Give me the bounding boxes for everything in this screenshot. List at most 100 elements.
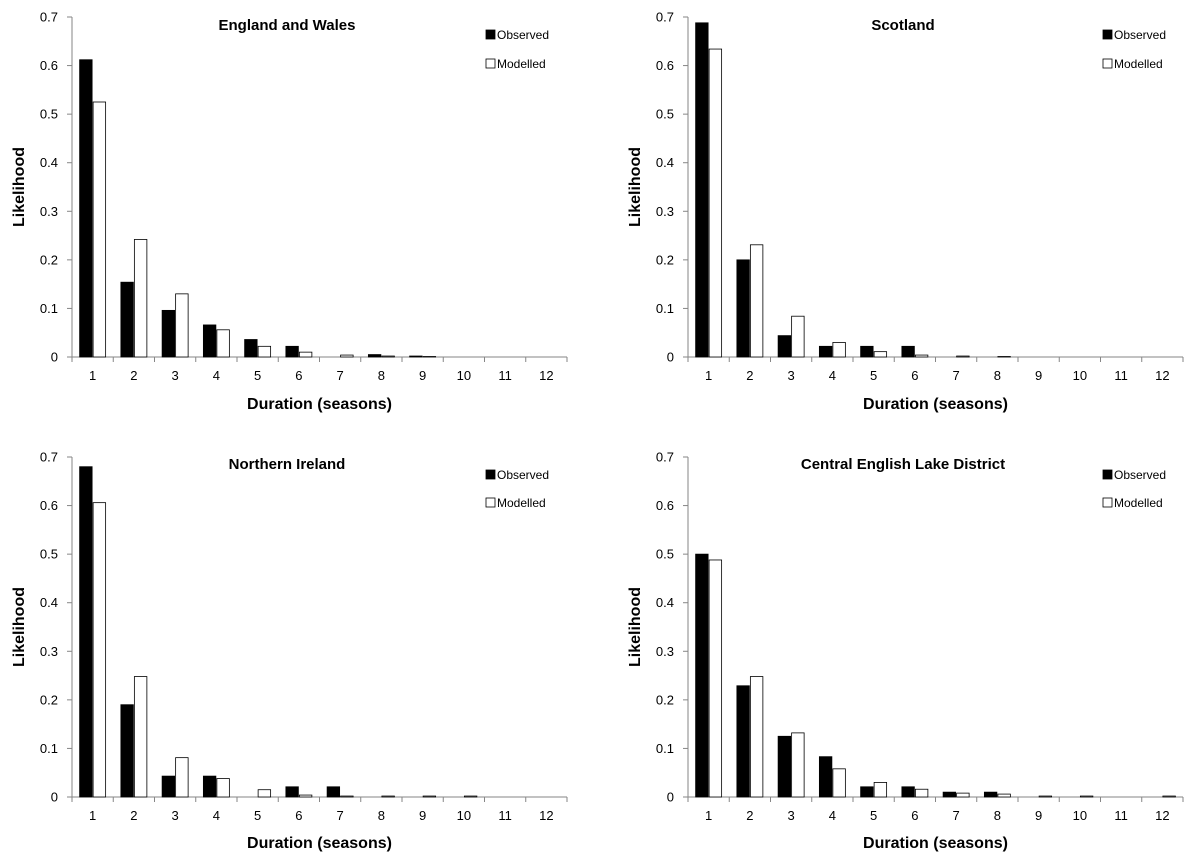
x-tick-label: 11 (498, 368, 512, 383)
x-axis-title: Duration (seasons) (247, 835, 392, 852)
y-tick-label: 0.2 (656, 692, 674, 707)
y-tick-label: 0.2 (40, 252, 58, 267)
y-tick-label: 0 (51, 350, 58, 365)
x-tick-label: 7 (953, 368, 960, 383)
x-tick-label: 4 (829, 368, 836, 383)
y-tick-label: 0.5 (40, 547, 58, 562)
y-tick-label: 0.7 (40, 450, 58, 465)
y-tick-label: 0.3 (656, 204, 674, 219)
observed-bar (80, 467, 93, 797)
y-tick-label: 0.5 (40, 107, 58, 122)
observed-bar (696, 554, 709, 797)
observed-bar (778, 336, 791, 357)
modelled-bar (382, 356, 395, 357)
y-tick-label: 0.6 (656, 58, 674, 73)
modelled-bar (874, 352, 887, 357)
x-tick-label: 12 (1155, 808, 1169, 823)
x-tick-label: 10 (457, 808, 471, 823)
y-tick-label: 0.1 (40, 741, 58, 756)
x-tick-label: 7 (337, 368, 344, 383)
x-tick-label: 1 (705, 368, 712, 383)
x-tick-label: 4 (213, 368, 220, 383)
chart-title: Central English Lake District (801, 456, 1005, 473)
x-tick-label: 5 (254, 808, 261, 823)
x-tick-label: 7 (337, 808, 344, 823)
y-tick-label: 0.3 (656, 644, 674, 659)
x-tick-label: 2 (746, 808, 753, 823)
y-tick-label: 0.7 (656, 10, 674, 25)
y-axis-title: Likelihood (11, 147, 28, 227)
modelled-bar (258, 790, 271, 797)
y-tick-label: 0.2 (656, 252, 674, 267)
y-axis-title: Likelihood (627, 587, 644, 667)
y-tick-label: 0.6 (40, 58, 58, 73)
y-tick-label: 0.5 (656, 107, 674, 122)
modelled-bar (998, 794, 1011, 797)
x-tick-label: 6 (295, 368, 302, 383)
modelled-bar (709, 49, 722, 357)
modelled-bar (833, 769, 846, 797)
legend-observed-swatch (1103, 470, 1112, 479)
observed-bar (778, 736, 791, 797)
modelled-bar (423, 796, 436, 797)
x-tick-label: 2 (746, 368, 753, 383)
observed-bar (902, 787, 915, 797)
x-tick-label: 7 (953, 808, 960, 823)
y-tick-label: 0 (667, 350, 674, 365)
modelled-bar (957, 356, 970, 357)
x-tick-label: 12 (1155, 368, 1169, 383)
observed-bar (286, 787, 299, 797)
legend-modelled-label: Modelled (497, 57, 546, 71)
modelled-bar (93, 102, 106, 357)
observed-bar (861, 787, 874, 797)
observed-bar (121, 282, 134, 357)
y-tick-label: 0.5 (656, 547, 674, 562)
y-tick-label: 0.6 (656, 498, 674, 513)
modelled-bar (1039, 796, 1052, 797)
x-tick-label: 1 (89, 368, 96, 383)
legend-observed-swatch (486, 30, 495, 39)
x-tick-label: 3 (172, 368, 179, 383)
y-tick-label: 0.4 (40, 595, 58, 610)
observed-bar (861, 346, 874, 357)
modelled-bar (341, 796, 354, 797)
x-tick-label: 9 (419, 368, 426, 383)
x-tick-label: 3 (788, 808, 795, 823)
modelled-bar (874, 782, 887, 797)
modelled-bar (833, 342, 846, 357)
y-tick-label: 0 (667, 790, 674, 805)
observed-bar (162, 776, 175, 797)
modelled-bar (93, 503, 106, 797)
observed-bar (410, 356, 423, 357)
observed-bar (245, 340, 258, 357)
y-tick-label: 0.3 (40, 204, 58, 219)
modelled-bar (217, 779, 230, 797)
y-tick-label: 0.7 (40, 10, 58, 25)
y-axis-title: Likelihood (11, 587, 28, 667)
x-tick-label: 1 (89, 808, 96, 823)
x-tick-label: 3 (788, 368, 795, 383)
x-tick-label: 4 (829, 808, 836, 823)
x-tick-label: 5 (870, 368, 877, 383)
x-tick-label: 2 (130, 808, 137, 823)
modelled-bar (299, 795, 312, 797)
modelled-bar (709, 560, 722, 797)
y-axis-title: Likelihood (627, 147, 644, 227)
y-tick-label: 0 (51, 790, 58, 805)
modelled-bar (217, 330, 230, 357)
x-tick-label: 11 (498, 808, 512, 823)
legend-observed-label: Observed (1114, 28, 1166, 42)
modelled-bar (915, 789, 928, 797)
observed-bar (737, 260, 750, 357)
x-tick-label: 12 (539, 368, 553, 383)
modelled-bar (792, 733, 805, 797)
legend-modelled-label: Modelled (497, 496, 546, 510)
y-tick-label: 0.2 (40, 692, 58, 707)
modelled-bar (382, 796, 395, 797)
x-tick-label: 9 (1035, 368, 1042, 383)
x-tick-label: 5 (870, 808, 877, 823)
observed-bar (819, 757, 832, 797)
modelled-bar (957, 793, 970, 797)
